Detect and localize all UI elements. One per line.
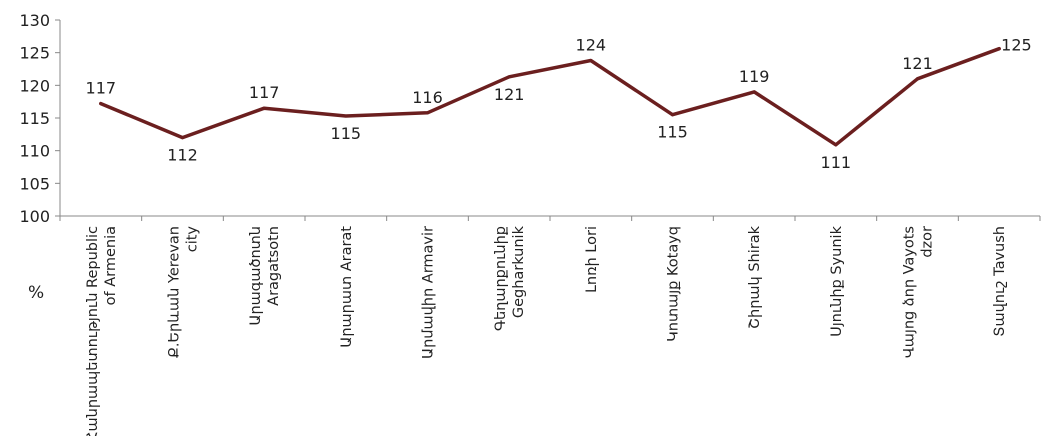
- x-tick-label: Aragatsotn: [266, 226, 282, 306]
- x-tick-label: dzor: [920, 226, 936, 258]
- data-label: 121: [494, 85, 525, 104]
- data-labels: 117 112 117 115 116 121 124 115 119 111 121 125: [86, 36, 1032, 172]
- x-tick-label: Շիրակ Shirak: [747, 225, 763, 329]
- y-tick-label: 115: [19, 109, 50, 128]
- data-label: 117: [249, 83, 280, 102]
- data-point: [834, 143, 838, 147]
- data-point: [426, 111, 429, 115]
- data-label: 115: [657, 123, 688, 142]
- x-tick-label: Վայոց ձոր Vayots: [902, 226, 918, 358]
- y-tick-label: 110: [19, 142, 50, 161]
- data-point: [997, 47, 1001, 51]
- x-tick-labels: Հանրապետություն Republic of Armenia Ք.Երևա…: [85, 225, 1008, 436]
- data-point: [181, 136, 184, 140]
- data-point: [916, 77, 919, 81]
- data-point: [99, 102, 103, 106]
- x-tick-label: Արարատ Ararat: [339, 226, 355, 348]
- x-tick-label: Կոտայք Kotayq: [666, 226, 682, 342]
- data-point: [671, 113, 674, 117]
- x-tick-label: Արագածոտն: [248, 226, 264, 326]
- x-tick-label: Հանրապետություն Republic: [85, 226, 101, 436]
- x-tick-label: Ք.Երևան Yerevan: [167, 226, 183, 358]
- x-tick-label: Լոռի Lori: [584, 226, 600, 293]
- y-tick-labels: 100 105 110 115 120 125 130: [19, 11, 50, 226]
- y-tick-label: 130: [19, 11, 50, 30]
- data-label: 124: [576, 36, 607, 55]
- x-tick-label: Սյունիք Syunik: [829, 225, 845, 336]
- x-tick-label: city: [185, 226, 201, 253]
- data-label: 121: [902, 54, 933, 73]
- data-label: 125: [1001, 36, 1032, 55]
- data-label: 111: [821, 153, 852, 172]
- data-label: 116: [412, 88, 443, 107]
- series-line: [99, 46, 1001, 147]
- data-point: [262, 106, 266, 110]
- y-tick-label: 105: [19, 174, 50, 193]
- x-tick-label: Արմավիր Armavir: [421, 226, 437, 359]
- x-tick-label: Գեղարքունիք: [493, 226, 509, 331]
- x-tick-label: of Armenia: [103, 226, 119, 305]
- y-tick-label: 120: [19, 76, 50, 95]
- data-point: [752, 90, 756, 94]
- x-tick-label: Տավուշ Tavush: [992, 226, 1008, 337]
- data-label: 117: [86, 79, 117, 98]
- y-axis-label: %: [28, 283, 44, 303]
- data-label: 112: [167, 146, 198, 165]
- data-label: 119: [739, 67, 770, 86]
- data-point: [344, 114, 348, 118]
- axes: [55, 19, 1041, 221]
- data-label: 115: [331, 124, 362, 143]
- x-tick-label: Gegharkunik: [511, 225, 527, 318]
- y-tick-label: 100: [19, 207, 50, 226]
- data-point: [589, 59, 593, 63]
- data-point: [507, 75, 511, 79]
- y-tick-label: 125: [19, 44, 50, 63]
